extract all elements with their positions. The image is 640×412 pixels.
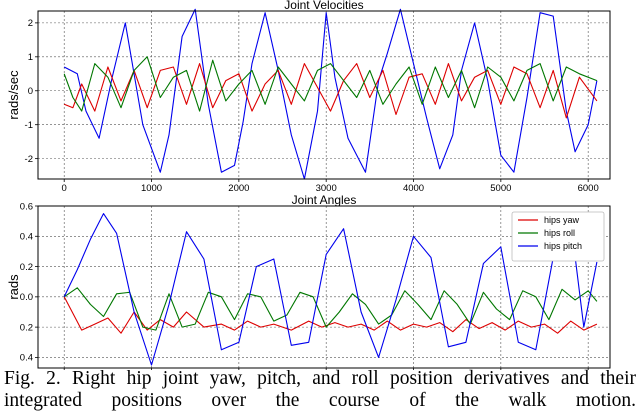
y-tick-label: 0.6 xyxy=(20,201,33,212)
plot-frame xyxy=(37,10,611,180)
y-axis-label: rads xyxy=(6,274,21,300)
y-tick-label: 0.2 xyxy=(20,322,33,333)
figure: 0 1000 2000 3000 4000 5000 6000 2 1 0 -1 -2 Joint Ve… xyxy=(6,0,611,370)
y-tick-label: 0 xyxy=(28,86,33,97)
x-tick-label: 2000 xyxy=(228,183,249,194)
series-hips-roll-line xyxy=(63,287,598,331)
series-hips-pitch-line xyxy=(63,213,598,366)
x-tick-label: 1000 xyxy=(141,183,162,194)
figure-caption: Fig. 2. Right hip joint yaw, pitch, and … xyxy=(4,368,636,412)
x-tick-label: 5000 xyxy=(490,183,511,194)
x-tick-label: 0 xyxy=(62,183,67,194)
x-tick-label: 6000 xyxy=(578,183,599,194)
series-1-line xyxy=(63,63,598,119)
y-tick-label: 0.2 xyxy=(20,262,33,273)
joint-angles-chart: 01000200030004000500060000.60.40.20.00.2… xyxy=(6,193,611,370)
x-tick-label: 3000 xyxy=(316,183,337,194)
series-2-line xyxy=(63,56,598,112)
legend-box xyxy=(511,211,605,262)
y-axis-label: rads/sec xyxy=(6,70,21,120)
legend-entry: hips yaw xyxy=(544,215,580,225)
caption-line-2: integrated positions over the course of … xyxy=(4,390,636,411)
legend-entry: hips pitch xyxy=(544,241,582,251)
series-0-line xyxy=(63,8,598,180)
legend-entry: hips roll xyxy=(544,228,575,238)
caption-line-1: Fig. 2. Right hip joint yaw, pitch, and … xyxy=(4,368,636,389)
plot-frame xyxy=(37,205,611,369)
y-tick-label: 0.4 xyxy=(20,353,33,364)
chart-title: Joint Velocities xyxy=(284,0,363,12)
joint-velocities-chart: 0 1000 2000 3000 4000 5000 6000 2 1 0 -1 -2 Joint Ve… xyxy=(6,0,611,194)
y-tick-label: -1 xyxy=(25,120,33,131)
legend: hips yaw hips roll hips pitch xyxy=(511,211,605,262)
y-tick-label: 1 xyxy=(28,52,33,63)
series-hips-yaw-line xyxy=(63,296,598,334)
x-tick-label: 4000 xyxy=(403,183,424,194)
chart-title: Joint Angles xyxy=(292,193,357,207)
y-tick-label: 0.4 xyxy=(20,232,33,243)
y-tick-label: -2 xyxy=(25,154,33,165)
y-tick-label: 0.0 xyxy=(20,292,33,303)
y-tick-label: 2 xyxy=(28,18,33,29)
